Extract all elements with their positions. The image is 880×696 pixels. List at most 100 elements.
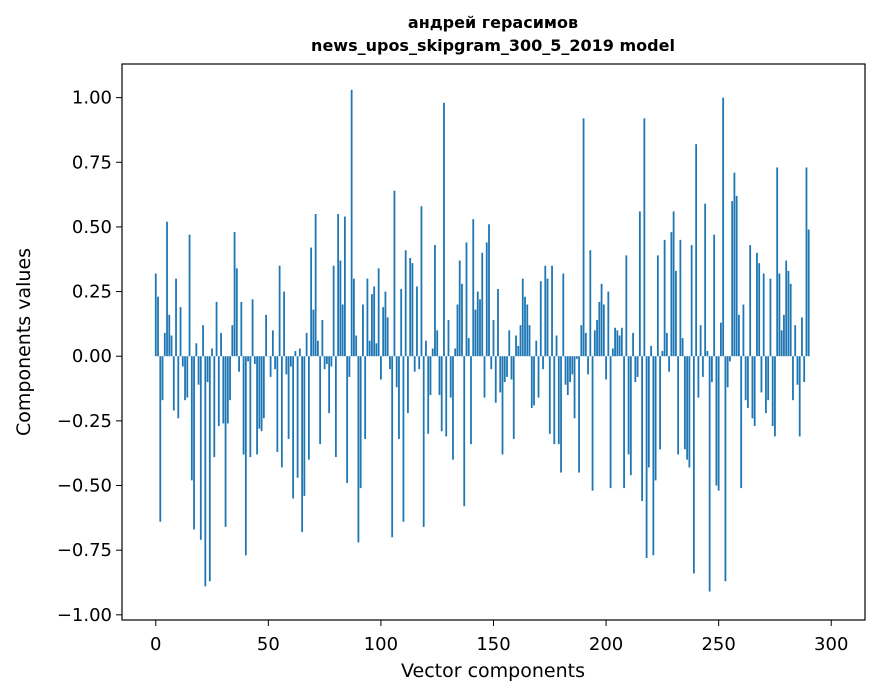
bar bbox=[355, 335, 358, 357]
bar bbox=[384, 291, 387, 357]
bar bbox=[197, 356, 200, 385]
bar bbox=[310, 247, 313, 357]
bar bbox=[416, 286, 418, 357]
bar bbox=[503, 356, 506, 383]
bar bbox=[803, 356, 806, 383]
bar bbox=[452, 356, 454, 460]
bar bbox=[713, 234, 716, 357]
bar bbox=[224, 356, 227, 527]
bar bbox=[679, 239, 682, 357]
bar bbox=[402, 356, 405, 522]
bar bbox=[307, 356, 310, 460]
bar bbox=[555, 335, 558, 357]
y-tick-label: 1.00 bbox=[72, 88, 112, 109]
bar bbox=[699, 325, 702, 357]
bar bbox=[614, 327, 616, 357]
bar bbox=[692, 356, 695, 574]
bar bbox=[677, 356, 680, 455]
bar bbox=[735, 195, 738, 357]
bar bbox=[289, 356, 292, 367]
bar bbox=[551, 265, 553, 357]
bar bbox=[377, 268, 380, 357]
bar bbox=[636, 356, 639, 377]
bar bbox=[276, 356, 279, 452]
bar bbox=[638, 211, 641, 357]
bar bbox=[301, 356, 304, 533]
bar bbox=[427, 356, 430, 434]
bar bbox=[780, 330, 783, 357]
bar bbox=[312, 309, 315, 357]
bar bbox=[686, 356, 689, 460]
bar bbox=[733, 172, 736, 357]
bar bbox=[303, 356, 306, 496]
bar bbox=[629, 356, 632, 476]
bar bbox=[285, 356, 288, 375]
bar bbox=[643, 118, 646, 357]
bar bbox=[616, 330, 619, 357]
bar bbox=[436, 330, 439, 357]
bar bbox=[253, 356, 256, 364]
bar bbox=[490, 356, 493, 370]
bar bbox=[582, 118, 585, 357]
bar bbox=[172, 356, 175, 411]
bar bbox=[792, 356, 794, 401]
bar bbox=[665, 332, 668, 357]
bar bbox=[373, 286, 376, 357]
bar bbox=[249, 356, 252, 458]
bar bbox=[776, 167, 779, 357]
bar bbox=[485, 242, 488, 357]
bar bbox=[656, 255, 659, 357]
bar bbox=[265, 314, 267, 357]
bar bbox=[231, 325, 234, 357]
bar bbox=[213, 356, 216, 458]
bar bbox=[753, 356, 756, 427]
x-tick-label: 250 bbox=[701, 634, 735, 655]
bar bbox=[240, 301, 243, 357]
bar bbox=[368, 340, 371, 357]
bar bbox=[161, 356, 164, 401]
bar bbox=[483, 356, 486, 398]
bar bbox=[154, 273, 157, 357]
bar bbox=[229, 356, 231, 401]
bar bbox=[578, 356, 580, 473]
bar bbox=[593, 330, 596, 357]
bar bbox=[515, 335, 517, 357]
bar bbox=[488, 224, 490, 357]
bar bbox=[605, 356, 607, 380]
bar bbox=[422, 356, 425, 527]
bar bbox=[359, 356, 362, 489]
bar bbox=[641, 356, 643, 502]
bar bbox=[771, 356, 774, 427]
bar bbox=[294, 351, 297, 357]
bar bbox=[350, 89, 353, 357]
bar bbox=[674, 270, 677, 357]
bar bbox=[371, 294, 373, 357]
bar bbox=[463, 356, 466, 507]
bar bbox=[620, 327, 623, 357]
bar bbox=[701, 356, 704, 377]
bar bbox=[587, 356, 589, 375]
bar bbox=[497, 288, 499, 357]
bar bbox=[375, 343, 378, 357]
bar bbox=[208, 356, 211, 582]
bar bbox=[618, 335, 621, 357]
bar bbox=[382, 307, 385, 357]
bar bbox=[193, 356, 195, 530]
bar bbox=[163, 332, 166, 357]
bar bbox=[413, 356, 416, 372]
bar bbox=[454, 348, 457, 357]
bar bbox=[195, 343, 198, 357]
bar bbox=[744, 356, 747, 401]
bar bbox=[517, 345, 520, 357]
bar bbox=[794, 325, 797, 357]
bar bbox=[287, 356, 290, 439]
bar bbox=[474, 309, 477, 357]
bar bbox=[440, 356, 443, 432]
bar bbox=[251, 299, 254, 357]
bar bbox=[341, 304, 344, 357]
y-axis-ticks: −1.00 −0.75 −0.50 −0.25 0.00 0.25 0.50 0.75 1.00 bbox=[57, 88, 122, 626]
x-tick-label: 0 bbox=[150, 634, 161, 655]
bar bbox=[339, 260, 342, 357]
bar bbox=[807, 229, 810, 357]
bar bbox=[226, 356, 229, 424]
